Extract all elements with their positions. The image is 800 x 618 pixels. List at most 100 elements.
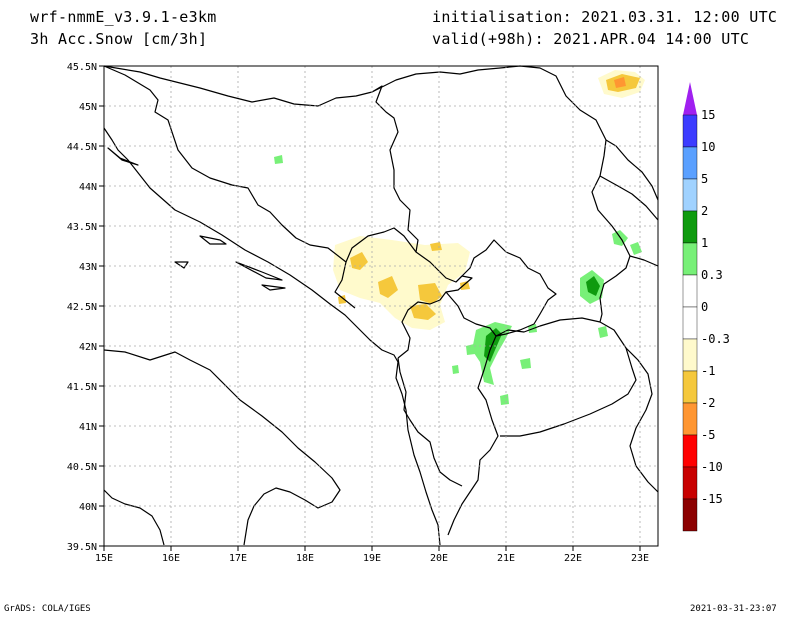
colorbar-segment bbox=[682, 466, 698, 500]
country-border bbox=[629, 255, 659, 267]
country-border bbox=[371, 65, 631, 323]
colorbar-label: -2 bbox=[701, 396, 715, 410]
country-border bbox=[445, 291, 499, 536]
valid-time: valid(+98h): 2021.APR.04 14:00 UTC bbox=[432, 30, 750, 48]
model-title: wrf-nmmE_v3.9.1-e3km bbox=[30, 8, 217, 26]
country-border bbox=[605, 139, 659, 201]
snow-area-moderate bbox=[410, 304, 436, 320]
coastlines-borders bbox=[103, 65, 659, 546]
lon-label: 15E bbox=[95, 553, 113, 564]
snow-area-moderate bbox=[430, 242, 442, 251]
map-grid bbox=[104, 66, 658, 546]
country-border bbox=[599, 175, 659, 221]
island bbox=[174, 261, 189, 269]
snow-area-moderate bbox=[350, 252, 368, 270]
colorbar-label: 15 bbox=[701, 108, 715, 122]
snow-area-moderate bbox=[418, 283, 442, 304]
island bbox=[107, 147, 139, 166]
snow-area-moderate bbox=[460, 281, 470, 290]
colorbar-label: -0.3 bbox=[701, 332, 730, 346]
lat-label: 41.5N bbox=[67, 382, 97, 393]
colorbar-segment bbox=[682, 338, 698, 372]
lat-label: 40N bbox=[79, 502, 97, 513]
init-time: initialisation: 2021.03.31. 12:00 UTC bbox=[432, 8, 778, 26]
melt-area-light bbox=[466, 344, 475, 355]
colorbar-label: -5 bbox=[701, 428, 715, 442]
footer-credit: GrADS: COLA/IGES bbox=[4, 604, 91, 614]
lon-labels: 15E 16E 17E 18E 19E 20E 21E 22E 23E bbox=[95, 553, 649, 564]
colorbar-label: 2 bbox=[701, 204, 708, 218]
footer-timestamp: 2021-03-31-23:07 bbox=[690, 604, 777, 614]
country-border bbox=[625, 347, 659, 493]
melt-area-light bbox=[500, 394, 509, 405]
melt-area-light bbox=[274, 155, 283, 164]
lat-label: 45.5N bbox=[67, 62, 97, 73]
colorbar-segment bbox=[682, 402, 698, 436]
country-border bbox=[495, 317, 637, 437]
colorbar-segment bbox=[682, 114, 698, 148]
lon-label: 18E bbox=[296, 553, 314, 564]
lon-label: 22E bbox=[564, 553, 582, 564]
colorbar-segment bbox=[682, 370, 698, 404]
melt-area-light bbox=[520, 358, 531, 369]
colorbar-label: 0 bbox=[701, 300, 708, 314]
lat-label: 42.5N bbox=[67, 302, 97, 313]
melt-area-light bbox=[630, 242, 642, 255]
lat-label: 40.5N bbox=[67, 462, 97, 473]
colorbar-label: 1 bbox=[701, 236, 708, 250]
snow-area-heavy bbox=[614, 77, 626, 88]
snow-area-moderate bbox=[338, 295, 346, 304]
lon-label: 23E bbox=[631, 553, 649, 564]
lon-label: 19E bbox=[363, 553, 381, 564]
colorbar-label: 0.3 bbox=[701, 268, 723, 282]
colorbar-segment bbox=[682, 498, 698, 532]
colorbar-label: -10 bbox=[701, 460, 723, 474]
lon-label: 21E bbox=[497, 553, 515, 564]
island bbox=[235, 261, 283, 281]
axis-ticks bbox=[99, 65, 641, 551]
snow-area-moderate bbox=[378, 276, 398, 298]
country-border bbox=[103, 65, 356, 309]
lat-label: 44.5N bbox=[67, 142, 97, 153]
lat-label: 41N bbox=[79, 422, 97, 433]
colorbar-segment bbox=[682, 434, 698, 468]
lat-label: 44N bbox=[79, 182, 97, 193]
colorbar-segment bbox=[682, 146, 698, 180]
island bbox=[199, 235, 227, 245]
colorbar-top-cap bbox=[683, 82, 697, 115]
lat-labels: 45.5N 45N 44.5N 44N 43.5N 43N 42.5N 42N … bbox=[67, 62, 97, 553]
lat-label: 43N bbox=[79, 262, 97, 273]
melt-area-light bbox=[452, 365, 459, 374]
colorbar-label: 5 bbox=[701, 172, 708, 186]
coastline bbox=[103, 349, 341, 546]
country-border bbox=[103, 65, 437, 269]
lat-label: 42N bbox=[79, 342, 97, 353]
colorbar-segment bbox=[682, 210, 698, 244]
lon-label: 20E bbox=[430, 553, 448, 564]
snow-fields bbox=[274, 70, 645, 405]
melt-area-light bbox=[598, 326, 608, 338]
snow-area-light bbox=[333, 236, 470, 330]
country-border bbox=[455, 239, 557, 337]
lat-label: 39.5N bbox=[67, 542, 97, 553]
colorbar-segment bbox=[682, 242, 698, 276]
lat-label: 45N bbox=[79, 102, 97, 113]
colorbar-segment bbox=[682, 274, 698, 308]
coastline bbox=[103, 127, 441, 546]
country-border bbox=[397, 357, 463, 487]
colorbar-segment bbox=[682, 178, 698, 212]
coastline bbox=[103, 489, 165, 546]
variable-title: 3h Acc.Snow [cm/3h] bbox=[30, 30, 208, 48]
lon-label: 16E bbox=[162, 553, 180, 564]
melt-area-moderate bbox=[586, 276, 600, 296]
colorbar-label: -1 bbox=[701, 364, 715, 378]
island bbox=[261, 284, 286, 291]
colorbar-label: -15 bbox=[701, 492, 723, 506]
colorbar-segment bbox=[682, 306, 698, 340]
lon-label: 17E bbox=[229, 553, 247, 564]
colorbar-label: 10 bbox=[701, 140, 715, 154]
lat-label: 43.5N bbox=[67, 222, 97, 233]
colorbar: 15 10 5 2 1 0.3 0 -0.3 -1 -2 -5 -10 -15 bbox=[682, 82, 730, 532]
